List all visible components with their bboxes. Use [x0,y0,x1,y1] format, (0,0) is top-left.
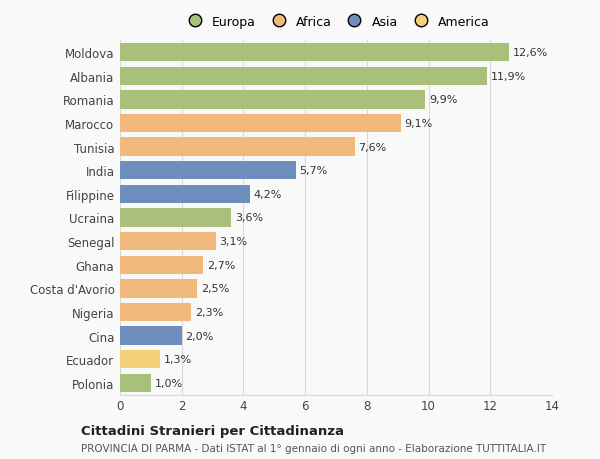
Bar [120,138,355,157]
Text: 2,5%: 2,5% [201,284,229,294]
Text: 12,6%: 12,6% [512,48,548,58]
Text: 3,1%: 3,1% [220,236,247,246]
Bar [120,91,425,109]
Bar [120,44,509,62]
Bar [120,185,250,204]
Bar [120,280,197,298]
Bar [120,374,151,392]
Text: 2,0%: 2,0% [185,331,214,341]
Text: 2,7%: 2,7% [207,260,235,270]
Text: 7,6%: 7,6% [358,142,386,152]
Bar [120,256,203,274]
Text: 5,7%: 5,7% [299,166,328,176]
Bar [120,350,160,369]
Legend: Europa, Africa, Asia, America: Europa, Africa, Asia, America [182,16,490,29]
Text: 11,9%: 11,9% [491,72,526,82]
Text: Cittadini Stranieri per Cittadinanza: Cittadini Stranieri per Cittadinanza [81,424,344,437]
Text: PROVINCIA DI PARMA - Dati ISTAT al 1° gennaio di ogni anno - Elaborazione TUTTIT: PROVINCIA DI PARMA - Dati ISTAT al 1° ge… [81,443,546,453]
Bar [120,209,231,227]
Text: 9,1%: 9,1% [404,119,433,129]
Text: 9,9%: 9,9% [429,95,458,105]
Bar [120,303,191,321]
Bar [120,115,401,133]
Text: 1,3%: 1,3% [164,354,192,364]
Bar [120,232,215,251]
Bar [120,67,487,86]
Bar [120,162,296,180]
Bar [120,327,182,345]
Text: 2,3%: 2,3% [194,307,223,317]
Text: 1,0%: 1,0% [155,378,182,388]
Text: 3,6%: 3,6% [235,213,263,223]
Text: 4,2%: 4,2% [253,190,281,200]
